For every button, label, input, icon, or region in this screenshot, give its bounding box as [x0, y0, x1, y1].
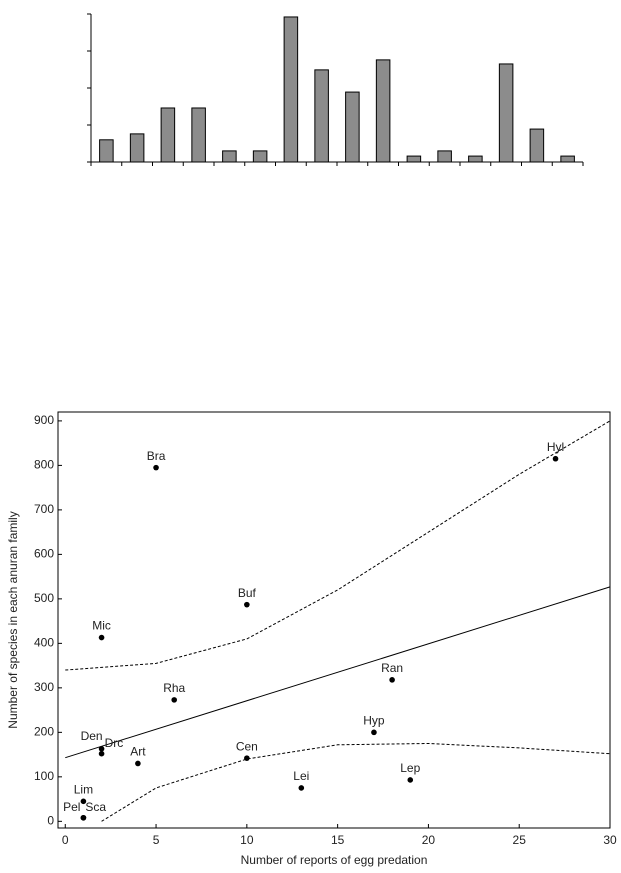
x-tick-label: 30: [603, 833, 617, 847]
point: [407, 777, 414, 783]
point-label: Lim: [74, 782, 93, 796]
y-tick-label: 0: [47, 813, 54, 827]
point: [552, 455, 559, 462]
point: [98, 746, 105, 752]
x-tick-label: 10: [240, 833, 254, 847]
x-axis-label: Number of reports of egg predation: [241, 853, 428, 867]
bar: [529, 128, 545, 163]
point-label: Drc: [105, 736, 124, 750]
regression-line: [65, 586, 611, 759]
point-label: Art: [130, 745, 146, 759]
point-label: Ran: [381, 661, 403, 675]
bar: [560, 155, 575, 163]
x-tick-label: 0: [62, 833, 69, 847]
bar: [160, 107, 176, 163]
lower-confidence-band: [101, 742, 611, 822]
bar: [252, 150, 268, 163]
point: [244, 755, 250, 761]
point: [135, 760, 141, 767]
point-label: Rha: [163, 681, 185, 695]
point-label: Mic: [92, 619, 111, 633]
point-label: Pel: [63, 800, 80, 814]
plot-frame: [57, 411, 611, 829]
point: [389, 677, 395, 683]
bar: [498, 63, 514, 163]
point: [171, 697, 178, 703]
point-label: Sca: [85, 800, 106, 814]
y-tick-label: 100: [34, 769, 54, 783]
y-tick-label: 900: [34, 413, 54, 427]
point-label: Hyl: [547, 440, 564, 454]
y-tick-label: 700: [34, 502, 54, 516]
point-label: Hyp: [363, 714, 385, 728]
y-tick-label: 300: [34, 680, 54, 694]
x-tick-label: 15: [331, 833, 345, 847]
point-label: Lei: [293, 769, 309, 783]
x-tick-label: 25: [513, 833, 527, 847]
y-tick-label: 200: [34, 725, 54, 739]
y-tick-label: 800: [34, 458, 54, 472]
point: [371, 729, 377, 736]
bar: [129, 133, 145, 163]
y-tick-label: 600: [34, 547, 54, 561]
y-tick-label: 400: [34, 636, 54, 650]
upper-confidence-band: [65, 420, 611, 671]
bar: [191, 107, 206, 163]
bar: [375, 59, 391, 163]
point-label: Lep: [400, 761, 420, 775]
point: [80, 814, 87, 821]
bar: [99, 139, 114, 163]
point: [153, 464, 159, 471]
y-tick-label: 500: [34, 591, 54, 605]
x-tick-label: 20: [422, 833, 436, 847]
bar: [314, 69, 329, 163]
bar: [345, 91, 360, 163]
y-axis-label: Number of species in each anuran family: [6, 511, 20, 728]
x-tick-label: 5: [153, 833, 160, 847]
bar: [437, 150, 452, 163]
point: [244, 601, 250, 608]
point-label: Buf: [238, 586, 257, 600]
point: [98, 634, 105, 641]
point: [298, 785, 305, 791]
point-label: Den: [81, 729, 103, 743]
point: [80, 798, 87, 805]
point-label: Cen: [236, 739, 258, 753]
bar: [222, 150, 237, 163]
point: [98, 750, 105, 757]
bar: [406, 155, 422, 163]
bar: [468, 155, 483, 163]
point-label: Bra: [147, 449, 166, 463]
bar: [283, 16, 299, 163]
